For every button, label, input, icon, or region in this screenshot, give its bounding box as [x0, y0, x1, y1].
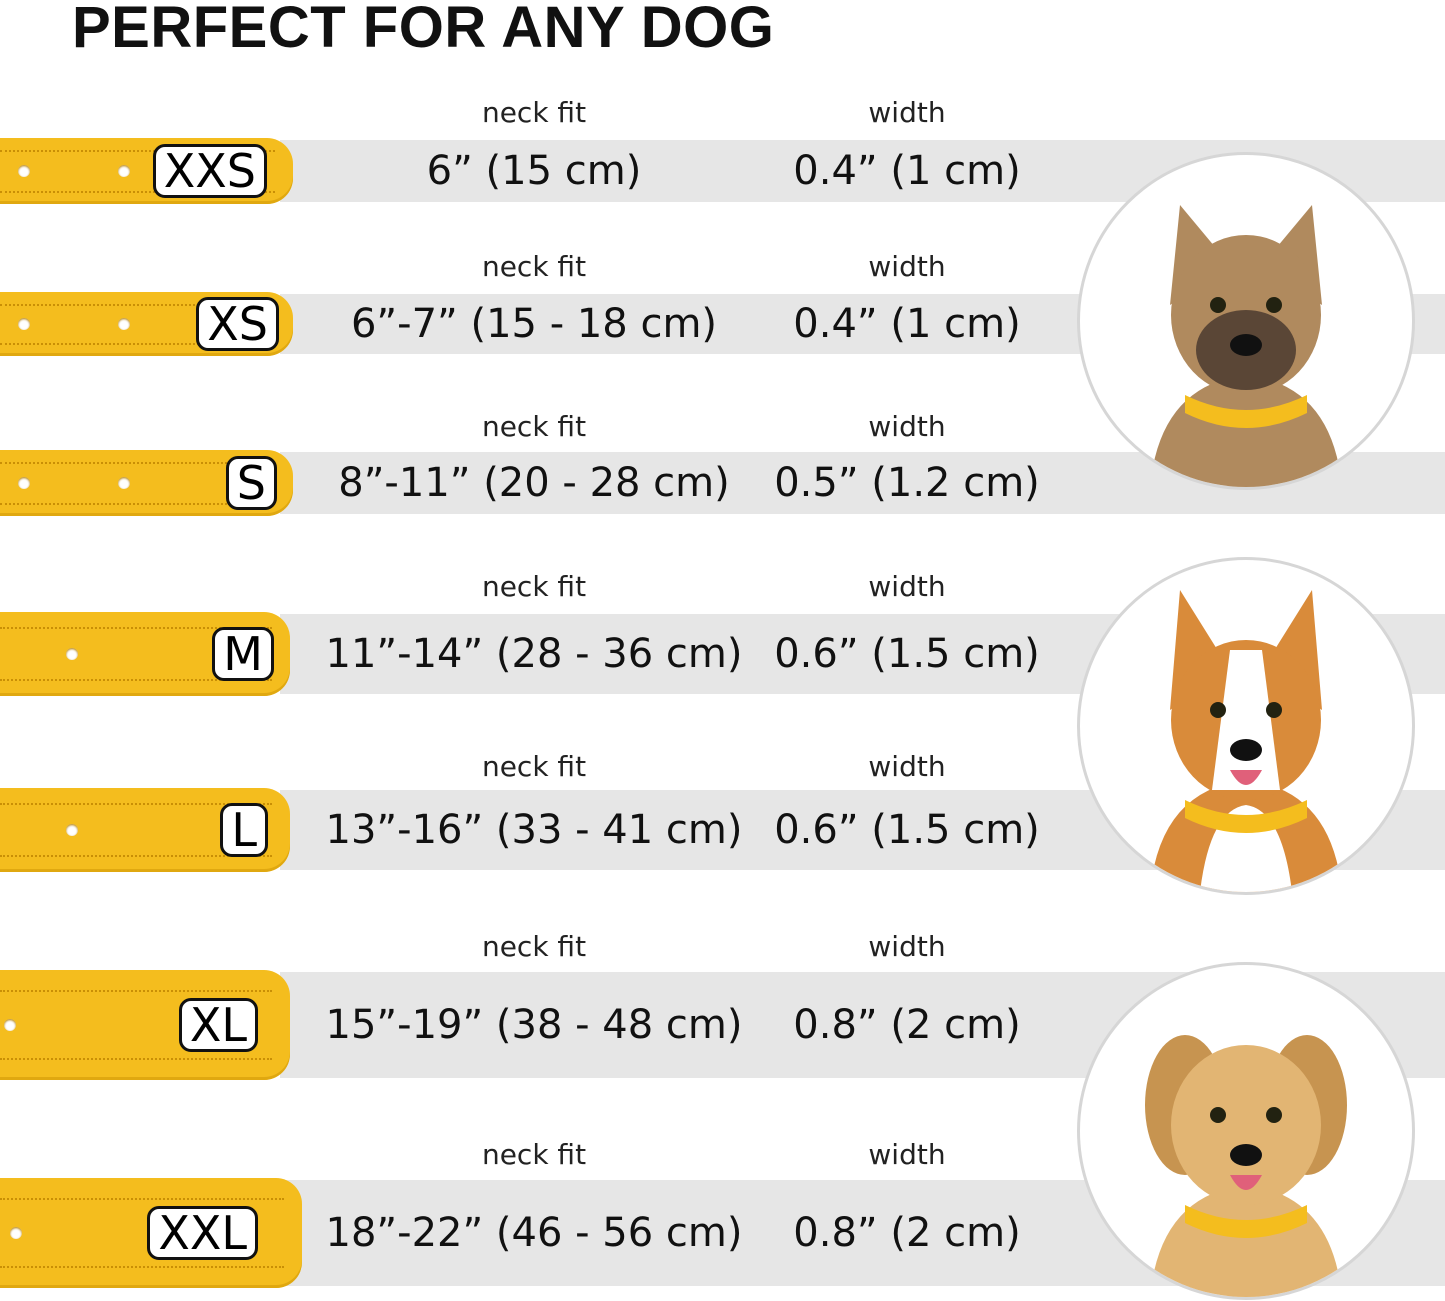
collar-hole [66, 648, 78, 660]
collar-hole [118, 477, 130, 489]
width-value: 0.6” (1.5 cm) [774, 807, 1040, 853]
page-title: PERFECT FOR ANY DOG [72, 0, 775, 60]
size-tag: M [212, 627, 274, 681]
collar-illustration: XS [0, 292, 293, 356]
neck-fit-label: neck fit [481, 96, 587, 129]
width-label: width [868, 96, 946, 129]
width-value: 0.8” (2 cm) [793, 1002, 1021, 1048]
width-value: 0.6” (1.5 cm) [774, 631, 1040, 677]
neck-fit-value: 18”-22” (46 - 56 cm) [325, 1210, 743, 1256]
collar-illustration: XL [0, 970, 290, 1080]
neck-fit-value: 13”-16” (33 - 41 cm) [325, 807, 743, 853]
neck-fit-label: neck fit [481, 1138, 587, 1171]
neck-fit-label: neck fit [481, 250, 587, 283]
size-tag: XXL [147, 1206, 258, 1260]
collar-illustration: M [0, 612, 290, 696]
collar-illustration: L [0, 788, 290, 872]
width-value: 0.8” (2 cm) [793, 1210, 1021, 1256]
neck-fit-value: 11”-14” (28 - 36 cm) [325, 631, 743, 677]
labrador-photo [1077, 962, 1415, 1300]
width-label: width [868, 570, 946, 603]
neck-fit-label: neck fit [481, 930, 587, 963]
size-tag: XXS [152, 144, 267, 198]
collar-illustration: XXS [0, 138, 293, 204]
collar-illustration: S [0, 450, 293, 516]
corgi-photo [1077, 557, 1415, 895]
neck-fit-label: neck fit [481, 570, 587, 603]
neck-fit-value: 6”-7” (15 - 18 cm) [350, 301, 718, 347]
width-value: 0.5” (1.2 cm) [774, 460, 1040, 506]
collar-illustration: XXL [0, 1178, 302, 1288]
width-label: width [868, 930, 946, 963]
neck-fit-value: 15”-19” (38 - 48 cm) [325, 1002, 743, 1048]
neck-fit-value: 8”-11” (20 - 28 cm) [338, 460, 730, 506]
neck-fit-value: 6” (15 cm) [426, 148, 642, 194]
width-label: width [868, 1138, 946, 1171]
collar-hole [18, 318, 30, 330]
small-terrier-photo [1077, 152, 1415, 490]
width-label: width [868, 750, 946, 783]
width-label: width [868, 250, 946, 283]
width-label: width [868, 410, 946, 443]
size-tag: XS [196, 297, 279, 351]
collar-hole [66, 824, 78, 836]
neck-fit-label: neck fit [481, 750, 587, 783]
collar-hole [118, 165, 130, 177]
size-tag: L [220, 803, 268, 857]
width-value: 0.4” (1 cm) [793, 301, 1021, 347]
collar-hole [18, 477, 30, 489]
size-tag: XL [178, 998, 258, 1052]
neck-fit-label: neck fit [481, 410, 587, 443]
collar-hole [10, 1227, 22, 1239]
collar-hole [118, 318, 130, 330]
width-value: 0.4” (1 cm) [793, 148, 1021, 194]
size-tag: S [225, 456, 277, 510]
collar-hole [4, 1019, 16, 1031]
collar-hole [18, 165, 30, 177]
